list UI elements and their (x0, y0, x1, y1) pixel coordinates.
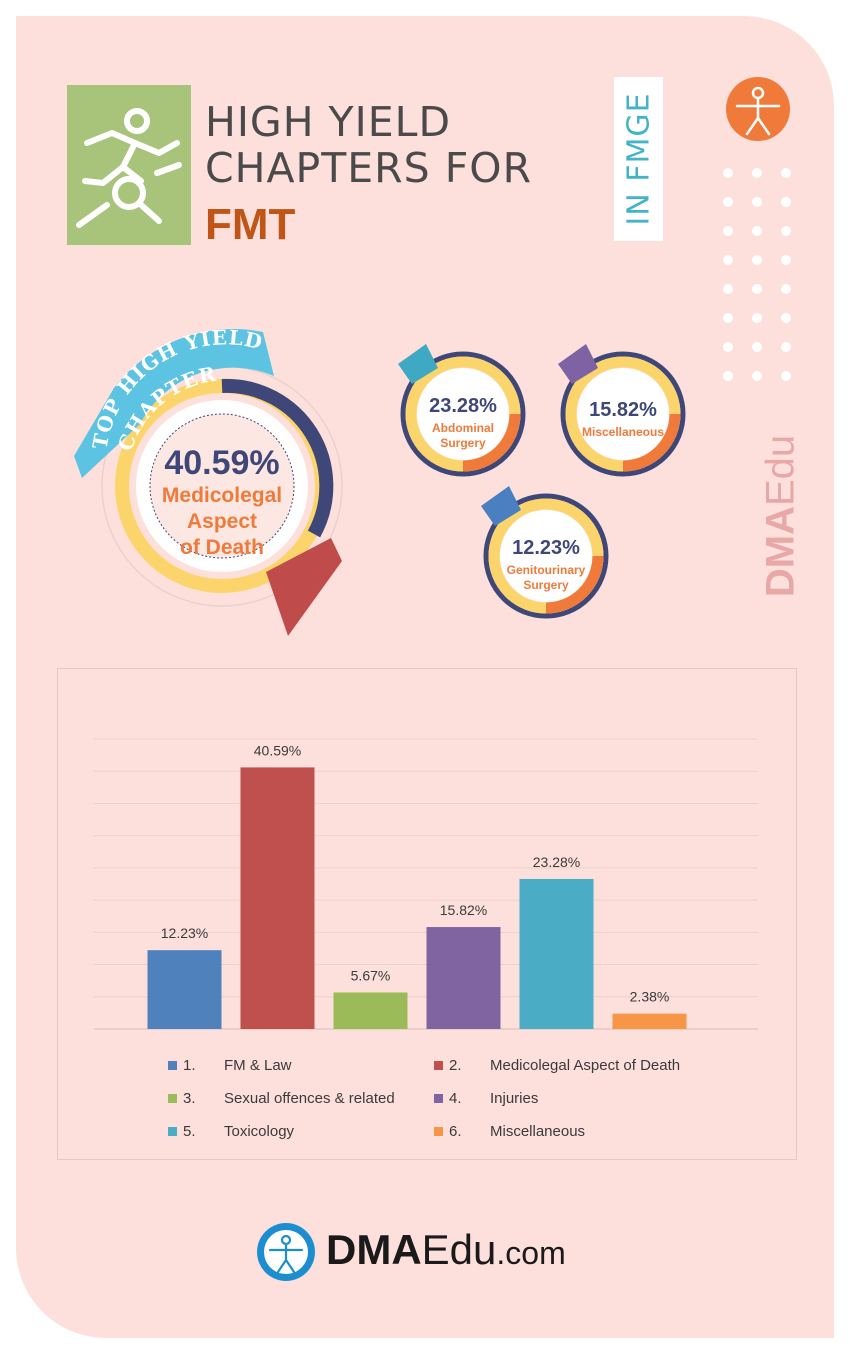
donut-tab (481, 486, 521, 526)
legend-label: Injuries (490, 1090, 539, 1107)
bar-data-label-6: 2.38% (630, 989, 670, 1005)
legend-number: 2. (449, 1057, 462, 1074)
legend-label: Sexual offences & related (224, 1090, 395, 1107)
legend-label: Toxicology (224, 1123, 295, 1140)
donut-miscellaneous: 15.82% Miscellaneous (558, 344, 686, 477)
legend-swatch (434, 1061, 443, 1070)
chart-legend: 1. FM & Law 2. Medicolegal Aspect of Death 3… (168, 1057, 768, 1157)
donut-abdominal-surgery: 23.28% Abdominal Surgery (398, 344, 526, 477)
donut-tab (398, 344, 438, 384)
donut-value: 12.23% (512, 537, 580, 559)
side-brand-bold: DMA (758, 506, 803, 598)
footer-brand-light: Edu (421, 1226, 497, 1273)
bar-data-label-3: 5.67% (351, 967, 391, 983)
legend-number: 3. (183, 1090, 196, 1107)
vitruvian-man-icon (726, 77, 790, 141)
bar-data-label-2: 40.59% (254, 742, 301, 758)
bar-3 (333, 992, 408, 1029)
donut-label-2: Surgery (440, 436, 486, 450)
legend-number: 1. (183, 1057, 196, 1074)
legend-label: FM & Law (224, 1057, 292, 1074)
legend-number: 4. (449, 1090, 462, 1107)
title-line-1: HIGH YIELD (205, 98, 452, 146)
top-chapter-donut: TOP HIGH YIELD CHAPTER 40.59% Medicolega… (74, 325, 343, 636)
bar-data-label-4: 15.82% (440, 902, 487, 918)
footer-brand-suffix: .com (496, 1235, 566, 1271)
legend-swatch (434, 1094, 443, 1103)
legend-swatch (434, 1127, 443, 1136)
top-chapter-label-1: Medicolegal (162, 484, 282, 507)
donut-label-1: Abdominal (432, 421, 494, 435)
bar-2 (240, 767, 315, 1029)
legend-swatch (168, 1094, 177, 1103)
footer-vitruvian-icon (257, 1223, 315, 1281)
bar-chart: 12.23% 40.59% 5.67% 15.82% 23.28% 2.38% (94, 738, 758, 1030)
runner-logo-tile (67, 85, 191, 245)
bar-data-label-5: 23.28% (533, 854, 580, 870)
legend-label: Medicolegal Aspect of Death (490, 1057, 681, 1074)
donut-tab (558, 344, 598, 384)
donut-value: 23.28% (429, 395, 497, 417)
legend-label: Miscellaneous (490, 1123, 586, 1140)
top-chapter-wedge (266, 538, 342, 636)
bar-chart-panel: 12.23% 40.59% 5.67% 15.82% 23.28% 2.38% 1. FM … (57, 668, 797, 1160)
in-fmge-text: IN FMGE (621, 92, 656, 226)
donut-value: 15.82% (589, 399, 657, 421)
side-brand: DMAEdu (751, 416, 811, 616)
infographic-card: HIGH YIELD CHAPTERS FOR FMT IN FMGE DMAE… (16, 16, 834, 1338)
footer-brand: DMAEdu.com (326, 1226, 566, 1274)
legend-number: 6. (449, 1123, 462, 1140)
top-chapter-label-2: Aspect (187, 510, 257, 533)
bar-4 (426, 927, 501, 1029)
donut-label-1: Genitourinary (507, 563, 586, 577)
donut-label-2: Surgery (523, 578, 569, 592)
footer-brand-bold: DMA (326, 1226, 422, 1273)
bar-1 (147, 950, 222, 1029)
bar-5 (519, 878, 594, 1029)
in-fmge-tag: IN FMGE (614, 77, 663, 241)
legend-swatch (168, 1061, 177, 1070)
donut-genitourinary-surgery: 12.23% Genitourinary Surgery (481, 486, 609, 619)
top-chapter-label-3: of Death (180, 536, 264, 559)
title-line-2: CHAPTERS FOR (205, 144, 533, 192)
title-subject: FMT (205, 200, 296, 249)
legend-number: 5. (183, 1123, 196, 1140)
top-chapter-value: 40.59% (164, 444, 279, 482)
runner-magnifier-icon (76, 108, 182, 228)
top-chapter-ribbon (74, 329, 274, 478)
bar-data-label-1: 12.23% (161, 925, 208, 941)
donut-label-1: Miscellaneous (582, 425, 664, 439)
bar-6 (612, 1013, 687, 1029)
side-brand-light: Edu (758, 434, 803, 507)
legend-swatch (168, 1127, 177, 1136)
